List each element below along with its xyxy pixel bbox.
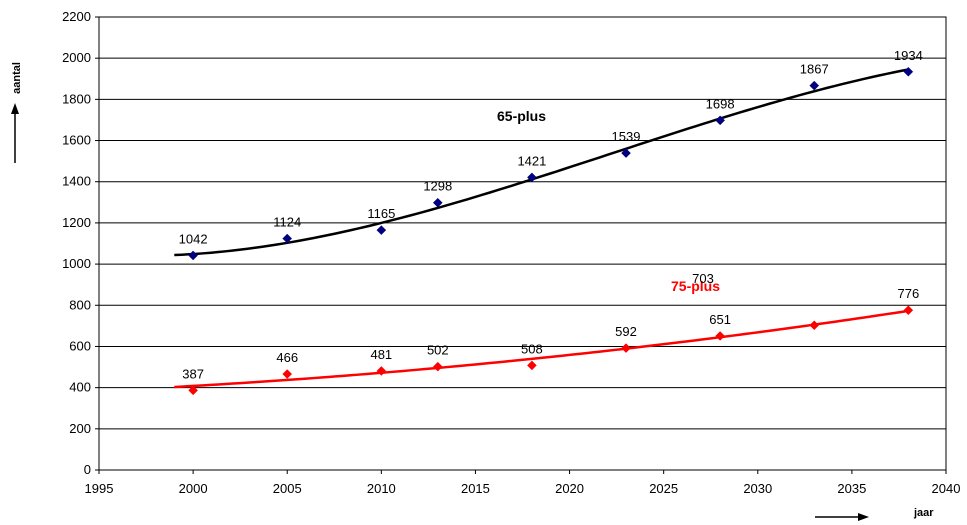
data-point-65-plus-2000: [188, 250, 198, 261]
data-point-65-plus-2028: [715, 115, 725, 126]
x-tick-label-2015: 2015: [461, 481, 490, 496]
y-tick-label-200: 200: [69, 421, 91, 436]
x-axis-ticks: 1995 2000 2005 2010 2015 2020 2025 2030 2035 2040: [85, 470, 961, 496]
data-point-75-plus-2028: [715, 331, 725, 341]
x-tick-label-2035: 2035: [837, 481, 866, 496]
data-point-65-plus-2010: [376, 225, 387, 235]
plot-area: [98, 16, 947, 471]
x-tick-label-2020: 2020: [555, 481, 584, 496]
data-point-65-plus-2038: [903, 66, 914, 77]
data-point-75-plus-2010: [376, 366, 387, 376]
data-point-75-plus-2038: [903, 305, 914, 316]
data-label-65-plus-2013: 1298: [423, 179, 452, 194]
gridlines: [99, 57, 946, 430]
series-75-plus: 387 466 481 502 508 592 651 776: [174, 286, 920, 396]
data-point-65-plus-2005: [282, 233, 293, 244]
x-axis-arrow-icon: [815, 513, 869, 521]
y-tick-label-1600: 1600: [62, 133, 91, 148]
data-label-65-plus-2010: 1165: [367, 206, 395, 221]
series-65-plus: 1042 1124 1165 1298 1421 1539 1698 1867 1934: [174, 48, 923, 261]
y-tick-label-600: 600: [69, 338, 91, 353]
data-label-65-plus-2005: 1124: [273, 215, 301, 230]
data-point-75-plus-2013: [432, 361, 443, 372]
x-tick-label-2025: 2025: [649, 481, 678, 496]
data-label-65-plus-2028: 1698: [706, 96, 735, 111]
data-label-75-plus-2028: 651: [709, 312, 731, 327]
data-point-65-plus-2013: [432, 197, 443, 208]
x-tick-label-1995: 1995: [85, 481, 114, 496]
y-tick-label-2000: 2000: [62, 50, 91, 65]
data-label-75-plus-2010: 481: [370, 347, 392, 362]
data-label-65-plus-2033: 1867: [800, 62, 829, 77]
x-tick-label-2040: 2040: [932, 481, 961, 496]
y-tick-label-1000: 1000: [62, 256, 91, 271]
data-label-65-plus-2000: 1042: [179, 231, 208, 246]
series-layer: 1042 1124 1165 1298 1421 1539 1698 1867 1934 387 4…: [174, 48, 923, 396]
data-label-75-plus-2038: 776: [898, 286, 920, 301]
y-tick-label-2200: 2200: [62, 9, 91, 24]
trendline-65-plus: [174, 68, 909, 257]
annotation-703: 703: [692, 271, 714, 286]
y-tick-label-1200: 1200: [62, 215, 91, 230]
x-tick-label-2000: 2000: [179, 481, 208, 496]
x-axis-title: jaar: [913, 507, 934, 519]
data-label-75-plus-2013: 502: [427, 343, 449, 358]
y-axis-ticks: 0 200 400 600 800 1000 1200 1400 1600 1800 2000 220…: [62, 9, 99, 477]
data-point-75-plus-2033: [809, 320, 820, 331]
y-tick-label-1400: 1400: [62, 174, 91, 189]
data-label-65-plus-2038: 1934: [894, 48, 923, 63]
series-label-75-plus: 75-plus: [671, 278, 720, 294]
y-tick-label-0: 0: [84, 462, 91, 477]
x-tick-label-2005: 2005: [273, 481, 302, 496]
data-point-75-plus-2023: [621, 343, 631, 353]
y-axis-arrow-icon: [11, 103, 19, 163]
y-tick-label-400: 400: [69, 380, 91, 395]
data-point-65-plus-2033: [809, 80, 820, 91]
data-point-75-plus-2000: [188, 385, 198, 396]
data-label-75-plus-2000: 387: [182, 366, 204, 381]
data-point-65-plus-2023: [621, 148, 631, 158]
data-label-75-plus-2023: 592: [615, 324, 637, 339]
trendline-75-plus: [174, 309, 909, 389]
y-tick-label-800: 800: [69, 297, 91, 312]
x-tick-label-2010: 2010: [367, 481, 396, 496]
y-tick-label-1800: 1800: [62, 91, 91, 106]
data-point-75-plus-2005: [282, 369, 293, 379]
y-axis-title: aantal: [11, 62, 23, 94]
data-label-75-plus-2005: 466: [276, 350, 298, 365]
data-label-75-plus-2018: 508: [521, 341, 543, 356]
data-label-65-plus-2018: 1421: [517, 153, 546, 168]
series-label-65-plus: 65-plus: [497, 108, 546, 124]
data-label-65-plus-2023: 1539: [612, 129, 641, 144]
x-tick-label-2030: 2030: [743, 481, 772, 496]
data-point-75-plus-2018: [527, 360, 537, 371]
data-point-65-plus-2018: [527, 172, 537, 183]
